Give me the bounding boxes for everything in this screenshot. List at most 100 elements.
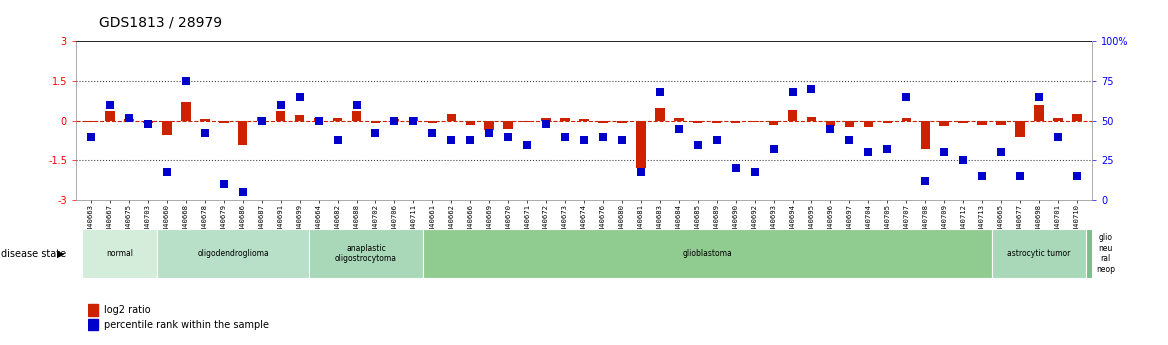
Point [215, 181, 234, 187]
Bar [883, 121, 892, 124]
Bar [579, 119, 589, 121]
Point [973, 174, 992, 179]
Point [100, 102, 119, 108]
Bar [863, 121, 874, 127]
Bar [920, 121, 930, 148]
Text: glio
neu
ral
neop: glio neu ral neop [1096, 234, 1114, 274]
Point [404, 118, 423, 124]
Point [954, 158, 973, 163]
Bar [294, 116, 305, 121]
Bar [423, 229, 992, 278]
Point [499, 134, 517, 139]
Point [1049, 134, 1068, 139]
Bar [238, 121, 248, 145]
Bar [158, 229, 310, 278]
Bar [598, 121, 607, 124]
Point [442, 137, 460, 142]
Text: percentile rank within the sample: percentile rank within the sample [104, 320, 269, 330]
Point [119, 115, 138, 120]
Bar [409, 117, 418, 121]
Bar [637, 121, 646, 168]
Bar [485, 121, 494, 130]
Bar [503, 121, 513, 129]
Point [291, 94, 310, 100]
Bar [446, 114, 456, 121]
Point [878, 147, 897, 152]
Point [575, 137, 593, 142]
Bar [124, 119, 134, 121]
Bar [86, 121, 96, 122]
Text: ▶: ▶ [57, 249, 64, 258]
Bar [220, 121, 229, 124]
Point [669, 126, 688, 131]
Point [271, 102, 290, 108]
Point [556, 134, 575, 139]
Point [252, 118, 271, 124]
Point [992, 150, 1010, 155]
Point [328, 137, 347, 142]
Text: normal: normal [106, 249, 133, 258]
Bar [561, 118, 570, 121]
Text: disease state: disease state [1, 249, 67, 258]
Bar [390, 119, 399, 121]
Bar [276, 111, 285, 121]
Bar [1086, 229, 1125, 278]
Point [745, 169, 764, 174]
Bar [939, 121, 948, 126]
Bar [996, 121, 1006, 125]
Text: glioblastoma: glioblastoma [682, 249, 732, 258]
Bar [1072, 114, 1082, 121]
Bar [902, 118, 911, 121]
Point [82, 134, 100, 139]
Bar [162, 121, 172, 135]
Point [821, 126, 840, 131]
Bar [1054, 118, 1063, 121]
Point [632, 169, 651, 174]
Point [366, 131, 384, 136]
Bar [88, 304, 98, 316]
Point [726, 166, 745, 171]
Bar [674, 118, 683, 121]
Point [1030, 94, 1049, 100]
Bar [352, 111, 361, 121]
Bar [1015, 121, 1024, 137]
Bar [712, 121, 722, 124]
Bar [959, 121, 968, 124]
Point [934, 150, 953, 155]
Point [1068, 174, 1086, 179]
Bar [617, 121, 627, 124]
Bar [522, 121, 531, 122]
Bar [310, 229, 423, 278]
Point [593, 134, 612, 139]
Point [234, 189, 252, 195]
Bar [844, 121, 854, 127]
Bar [769, 121, 778, 125]
Point [840, 137, 858, 142]
Text: GDS1813 / 28979: GDS1813 / 28979 [99, 16, 222, 30]
Point [688, 142, 707, 147]
Bar [1034, 105, 1044, 121]
Bar [144, 121, 153, 124]
Bar [826, 121, 835, 126]
Point [517, 142, 536, 147]
Point [651, 89, 669, 95]
Point [1010, 174, 1029, 179]
Point [310, 118, 328, 124]
Bar [105, 111, 114, 121]
Bar [807, 117, 816, 121]
Text: anaplastic
oligostrocytoma: anaplastic oligostrocytoma [335, 244, 397, 263]
Point [195, 131, 214, 136]
Point [858, 150, 877, 155]
Point [784, 89, 802, 95]
Point [480, 131, 499, 136]
Bar [333, 118, 342, 121]
Bar [750, 121, 759, 122]
Bar [731, 121, 741, 124]
Point [158, 169, 176, 174]
Point [802, 86, 821, 92]
Point [423, 131, 442, 136]
Point [916, 178, 934, 184]
Bar [655, 108, 665, 121]
Point [347, 102, 366, 108]
Bar [370, 121, 381, 124]
